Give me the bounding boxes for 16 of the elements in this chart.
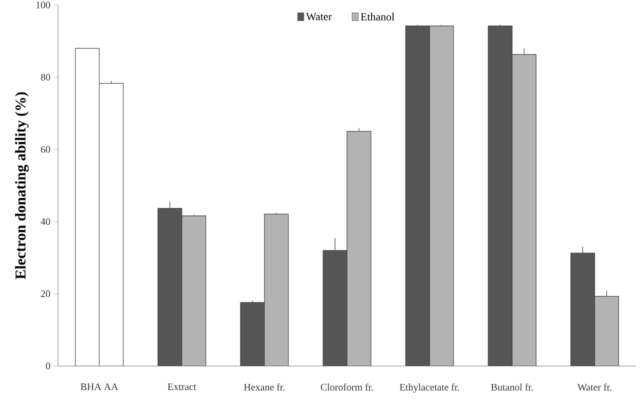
legend-label: Ethanol [360, 12, 394, 20]
y-tick-label: 60 [40, 146, 50, 153]
x-tick-label: Extract [168, 383, 196, 390]
y-tick-label: 0 [46, 362, 50, 370]
x-tick-label: Butanol fr. [491, 383, 533, 391]
x-tick-label: BHA AA [80, 383, 118, 390]
y-tick-label: 40 [40, 218, 50, 225]
x-tick-label: Ethylacetate fr. [400, 383, 460, 393]
y-tick-label: 100 [36, 2, 50, 8]
x-tick-label: Hexane fr. [244, 383, 285, 391]
y-tick-label: 20 [40, 290, 50, 298]
x-tick-label: Water fr. [577, 383, 612, 391]
legend-label: Water [306, 13, 332, 20]
x-tick-label: Cloroform fr. [320, 383, 373, 391]
y-tick-label: 80 [40, 74, 50, 81]
y-axis-title: Electron donating ability (%) [15, 92, 29, 280]
